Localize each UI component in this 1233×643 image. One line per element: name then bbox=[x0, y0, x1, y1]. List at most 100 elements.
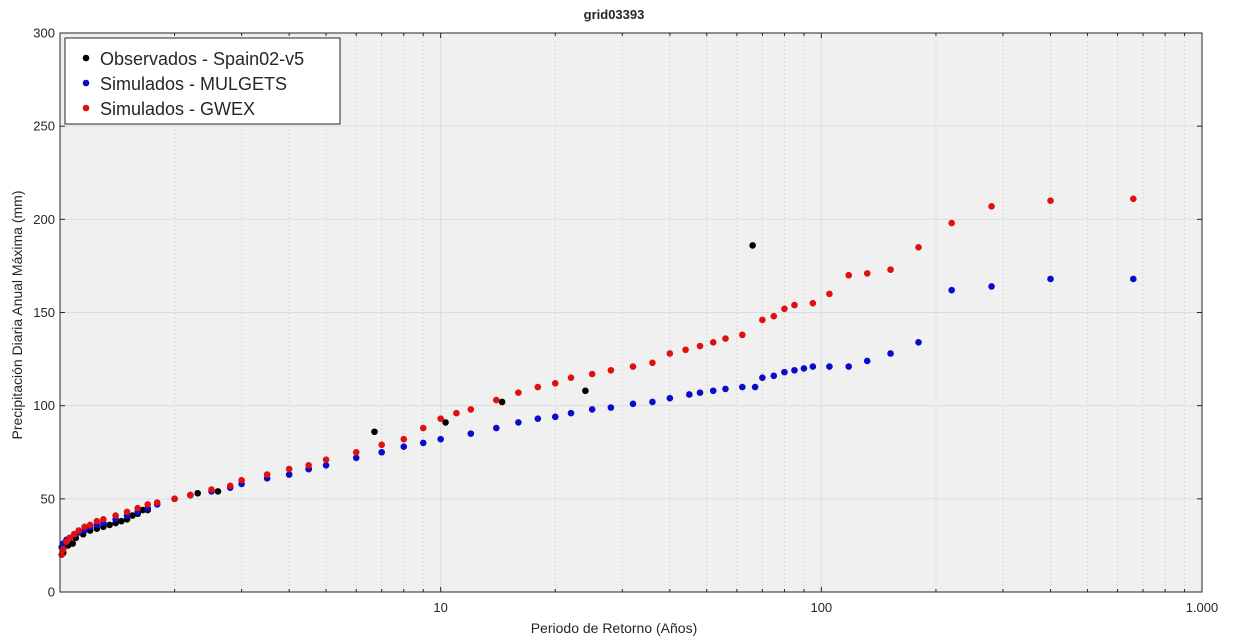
data-point bbox=[988, 202, 995, 210]
data-point bbox=[305, 461, 312, 469]
data-point bbox=[696, 342, 704, 350]
data-point bbox=[551, 380, 559, 387]
legend-label: Simulados - GWEX bbox=[100, 99, 255, 119]
data-point bbox=[263, 471, 271, 478]
data-point bbox=[208, 486, 215, 493]
data-point bbox=[649, 359, 656, 367]
data-point bbox=[285, 471, 293, 478]
data-point bbox=[666, 394, 674, 402]
data-point bbox=[722, 335, 729, 342]
data-point bbox=[709, 339, 717, 346]
data-point bbox=[863, 270, 871, 277]
series-2-points bbox=[58, 195, 1137, 559]
data-point bbox=[123, 508, 131, 516]
data-point bbox=[492, 424, 500, 432]
data-point bbox=[378, 441, 386, 449]
data-point bbox=[666, 350, 674, 357]
data-point bbox=[751, 383, 759, 391]
legend-label: Observados - Spain02-v5 bbox=[100, 49, 304, 69]
y-tick-label: 150 bbox=[33, 305, 55, 320]
data-point bbox=[59, 545, 67, 553]
y-tick-label: 300 bbox=[33, 26, 55, 41]
legend-box bbox=[64, 37, 341, 125]
data-point bbox=[467, 406, 475, 413]
data-point bbox=[1047, 275, 1054, 283]
data-point bbox=[226, 482, 234, 490]
chart-title: grid03393 bbox=[584, 7, 645, 22]
data-point bbox=[551, 413, 559, 421]
x-axis-label: Periodo de Retorno (Años) bbox=[531, 620, 698, 636]
data-point bbox=[722, 385, 729, 393]
data-point bbox=[437, 435, 444, 443]
data-point bbox=[515, 419, 522, 426]
data-point bbox=[770, 312, 778, 320]
ticks: 0 50 100 150 200 250 300 10 100 1.000 bbox=[33, 26, 1218, 616]
data-point bbox=[759, 374, 766, 382]
legend-marker bbox=[82, 104, 90, 112]
data-point bbox=[194, 489, 201, 497]
data-point bbox=[781, 305, 788, 313]
data-point bbox=[1130, 275, 1137, 283]
data-point bbox=[582, 387, 589, 395]
data-point bbox=[498, 398, 506, 406]
data-point bbox=[887, 266, 894, 273]
data-point bbox=[682, 346, 689, 354]
data-point bbox=[153, 499, 161, 506]
data-point bbox=[1047, 197, 1054, 204]
data-point bbox=[915, 339, 922, 346]
data-point bbox=[112, 512, 119, 519]
data-point bbox=[948, 286, 955, 294]
series-1-points bbox=[58, 275, 1137, 551]
data-point bbox=[515, 389, 522, 396]
x-tick-label: 1.000 bbox=[1186, 600, 1219, 615]
data-point bbox=[492, 396, 500, 404]
data-point bbox=[588, 370, 596, 378]
data-point bbox=[709, 387, 717, 395]
data-point bbox=[437, 415, 444, 423]
legend: Observados - Spain02-v5 Simulados - MULGE… bbox=[64, 37, 341, 125]
data-point bbox=[81, 523, 88, 531]
data-point bbox=[118, 517, 125, 525]
legend-marker bbox=[82, 79, 90, 87]
data-point bbox=[442, 419, 449, 426]
data-point bbox=[419, 439, 427, 447]
data-point bbox=[915, 243, 922, 251]
data-point bbox=[696, 389, 704, 396]
y-axis-label: Precipitación Diaria Anual Máxima (mm) bbox=[9, 191, 25, 440]
data-point bbox=[66, 534, 73, 542]
data-point bbox=[100, 516, 107, 523]
y-tick-label: 50 bbox=[41, 491, 55, 506]
data-point bbox=[400, 435, 408, 443]
data-point bbox=[791, 301, 798, 309]
data-point bbox=[238, 476, 245, 484]
data-point bbox=[567, 409, 575, 417]
data-point bbox=[749, 242, 756, 249]
data-point bbox=[322, 456, 330, 464]
data-point bbox=[106, 521, 113, 529]
data-point bbox=[69, 540, 77, 547]
data-point bbox=[187, 491, 194, 499]
data-point bbox=[214, 488, 222, 495]
data-point bbox=[649, 398, 656, 406]
data-point bbox=[129, 512, 136, 519]
data-point bbox=[686, 391, 693, 398]
data-point bbox=[352, 454, 360, 462]
data-point bbox=[567, 374, 575, 382]
legend-marker bbox=[82, 54, 90, 62]
data-point bbox=[400, 443, 408, 450]
y-tick-label: 250 bbox=[33, 119, 55, 134]
x-tick-label: 10 bbox=[433, 600, 447, 615]
data-point bbox=[770, 372, 778, 380]
data-point bbox=[948, 219, 955, 227]
data-point bbox=[759, 316, 766, 324]
data-point bbox=[800, 365, 808, 372]
y-tick-label: 100 bbox=[33, 398, 55, 413]
data-point bbox=[75, 527, 83, 534]
data-point bbox=[453, 409, 460, 417]
data-point bbox=[352, 448, 360, 456]
data-point bbox=[588, 406, 596, 413]
data-point bbox=[629, 400, 637, 408]
data-point bbox=[1130, 195, 1137, 203]
